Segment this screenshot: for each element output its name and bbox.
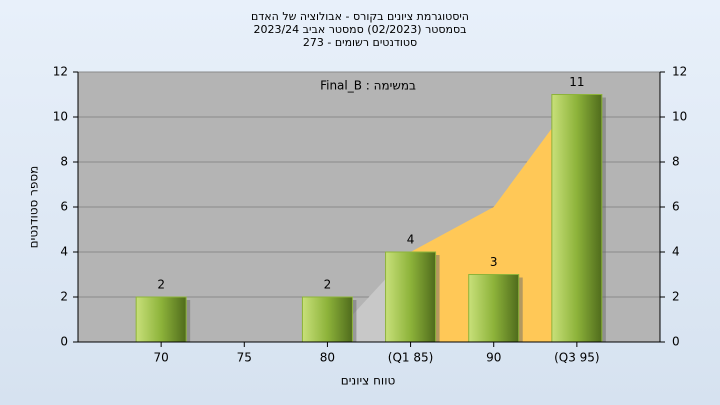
y-tick-label: 12 — [53, 65, 68, 79]
x-tick-label: (Q3 95) — [554, 351, 600, 365]
bar — [385, 251, 437, 343]
x-tick-label: (Q1 85) — [388, 351, 434, 365]
title-line: בסמסטר (02/2023) סמסטר אביב 2023/24 — [253, 23, 466, 36]
y-tick-label: 4 — [60, 245, 68, 259]
y2-tick-label: 12 — [672, 65, 687, 79]
y2-tick-label: 8 — [672, 155, 680, 169]
title-line: היסטוגרמת ציונים בקורס - אבולוציה של האד… — [251, 10, 469, 23]
value-label: 11 — [569, 75, 584, 89]
y2-tick-label: 0 — [672, 335, 680, 349]
bar — [135, 296, 187, 343]
y-tick-label: 0 — [60, 335, 68, 349]
bar — [551, 94, 603, 343]
x-tick-label: 80 — [320, 351, 335, 365]
bar — [468, 274, 520, 343]
y-axis-label: מספר סטודנטים — [27, 166, 41, 249]
y2-tick-label: 2 — [672, 290, 680, 304]
y2-tick-label: 6 — [672, 200, 680, 214]
y-tick-label: 10 — [53, 110, 68, 124]
y-tick-label: 6 — [60, 200, 68, 214]
bar — [301, 296, 353, 343]
value-label: 2 — [157, 278, 165, 292]
x-tick-label: 90 — [486, 351, 501, 365]
x-tick-label: 75 — [237, 351, 252, 365]
area — [410, 94, 577, 342]
title-line: סטודנטים רשומים - 273 — [303, 36, 417, 49]
y2-tick-label: 4 — [672, 245, 680, 259]
value-label: 2 — [324, 278, 332, 292]
y2-tick-label: 10 — [672, 110, 687, 124]
y-tick-label: 8 — [60, 155, 68, 169]
x-axis-label: טווח ציונים — [341, 374, 396, 388]
x-tick-label: 70 — [154, 351, 169, 365]
value-label: 3 — [490, 255, 498, 269]
annotation: במשימה : Final_B — [320, 79, 416, 93]
value-label: 4 — [407, 233, 415, 247]
y-tick-label: 2 — [60, 290, 68, 304]
